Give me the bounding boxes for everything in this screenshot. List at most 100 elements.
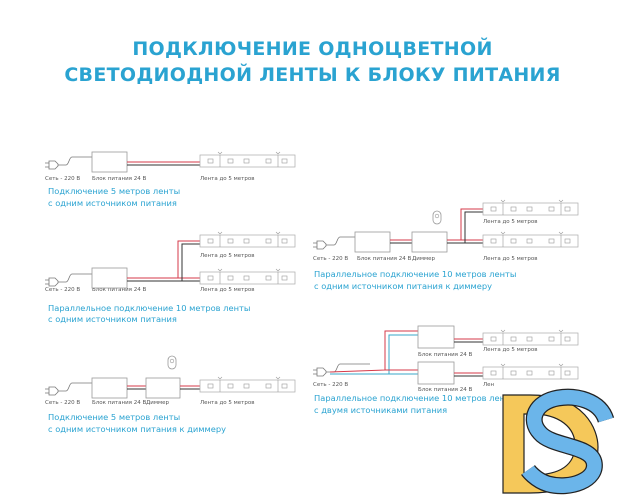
led-chip [548,370,555,376]
led-chip [243,383,250,389]
strip-top-label: Лента до 5 метров [483,347,537,353]
psu-label: Блок питания 24 В [92,400,146,406]
strip-label: Лента до 5 метров [200,176,254,182]
mains-label: Сеть - 220 В [313,382,348,388]
led-chip [510,206,517,212]
strip-bottom-label: Лента до 5 метров [483,256,537,262]
psu-label: Блок питания 24 В [92,287,146,293]
mains-cable [58,382,92,392]
led-strip [482,332,579,346]
strip-label: Лента до 5 метров [200,400,254,406]
mains-label: Сеть - 220 В [45,400,80,406]
wire-top-positive [460,208,483,240]
led-chip [510,370,517,376]
led-chip [243,238,250,244]
cut-mark [217,268,223,284]
led-chip [243,275,250,281]
led-chip [548,238,555,244]
mains-top-live [329,330,418,373]
cut-mark [558,199,564,215]
caption-line-2: с двумя источниками питания [314,405,447,415]
mains-label: Сеть - 220 В [313,256,348,262]
remote-button [169,358,175,364]
plug-icon [45,160,59,170]
led-chip [207,238,214,244]
led-chip [281,238,288,244]
psu-bottom-label: Блок питания 24 В [418,387,472,393]
led-chip [526,206,533,212]
plug-icon [313,367,327,377]
diagram-single-strip-dimmer: Сеть - 220 В Блок питания 24 В Диммер Ле… [45,400,254,434]
cut-mark [558,363,564,379]
caption-line-2: с одним источником питания к диммеру [48,424,226,434]
psu-label: Блок питания 24 В [92,176,146,182]
title-line-1: ПОДКЛЮЧЕНИЕ ОДНОЦВЕТНОЙ [132,38,493,60]
strip-bottom-label: Лен [483,382,495,388]
diagram-parallel-dimmer: Лента до 5 метров Сеть - 220 В Блок пита… [313,219,537,291]
power-supply-box-top [417,325,455,349]
cut-mark [217,151,223,167]
mains-top-neutral [330,334,418,375]
led-chip [227,275,234,281]
power-supply-box-bottom [417,361,455,385]
led-strip [199,379,296,393]
mains-label: Сеть - 220 В [45,176,80,182]
led-chip [243,158,250,164]
mains-cable [58,273,92,283]
dimmer-label: Диммер [146,400,170,406]
led-chip [207,275,214,281]
led-chip [227,158,234,164]
strip-bottom-label: Лента до 5 метров [200,287,254,293]
led-chip [281,275,288,281]
caption-line-1: Параллельное подключение 10 метров лен [314,393,505,403]
cut-mark [558,329,564,345]
led-chip [490,370,497,376]
led-chip [490,206,497,212]
cut-mark [500,363,506,379]
cut-mark [275,268,281,284]
mains-cable [326,236,355,246]
cut-mark [500,199,506,215]
wire-top-negative [464,211,483,243]
caption-line-1: Параллельное подключение 10 метров ленты [48,303,250,313]
cut-mark [558,231,564,247]
wire-top-negative [181,243,200,281]
led-strip [199,234,296,248]
caption-line-2: с одним источником питания [48,314,177,324]
plug-icon [45,386,59,396]
caption-line-2: с одним источником питания к диммеру [314,281,492,291]
led-chip [564,336,571,342]
led-chip [265,238,272,244]
led-strip [482,366,579,380]
ds-logo [502,388,615,495]
led-chip [207,383,214,389]
cut-mark [500,329,506,345]
led-chip [510,336,517,342]
led-chip [564,206,571,212]
power-supply-box [91,151,128,173]
mains-label: Сеть - 220 В [45,287,80,293]
dimmer-box [145,377,181,399]
led-chip [526,370,533,376]
wire-top-positive [177,240,200,278]
mains-cable [58,156,92,166]
title-line-2: СВЕТОДИОДНОЙ ЛЕНТЫ К БЛОКУ ПИТАНИЯ [64,64,561,86]
cut-mark [275,376,281,392]
cut-mark [217,376,223,392]
strip-top-label: Лента до 5 метров [483,219,537,225]
cut-mark [500,231,506,247]
logo-letter-s-fill [522,390,613,493]
caption-line-1: Параллельное подключение 10 метров ленты [314,269,516,279]
led-chip [265,383,272,389]
plug-icon [45,277,59,287]
diagram-single-strip: Сеть - 220 В Блок питания 24 В Лента до … [45,176,254,208]
cut-mark [275,151,281,167]
led-chip [564,238,571,244]
led-chip [207,158,214,164]
power-supply-box [91,267,128,289]
caption-line-1: Подключение 5 метров ленты [48,186,180,196]
diagram-parallel-one-psu: Лента до 5 метров Сеть - 220 В Блок пита… [45,253,254,324]
led-chip [265,275,272,281]
led-chip [227,238,234,244]
